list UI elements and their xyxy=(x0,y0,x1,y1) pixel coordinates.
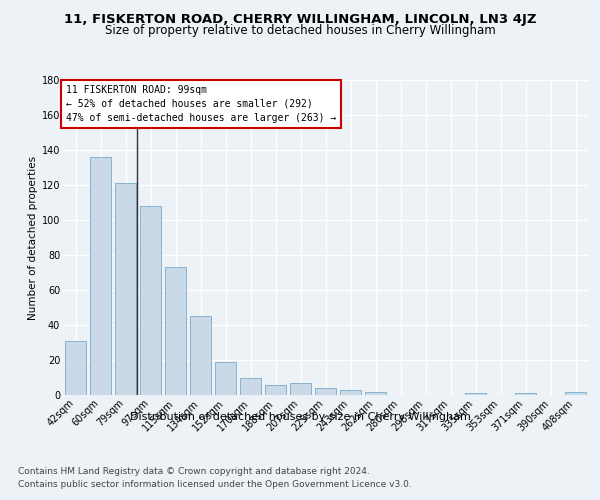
Text: 11, FISKERTON ROAD, CHERRY WILLINGHAM, LINCOLN, LN3 4JZ: 11, FISKERTON ROAD, CHERRY WILLINGHAM, L… xyxy=(64,12,536,26)
Text: Distribution of detached houses by size in Cherry Willingham: Distribution of detached houses by size … xyxy=(130,412,470,422)
Bar xyxy=(515,393,536,395)
Bar xyxy=(265,384,286,395)
Text: Contains public sector information licensed under the Open Government Licence v3: Contains public sector information licen… xyxy=(18,480,412,489)
Bar xyxy=(315,388,336,395)
Bar xyxy=(215,362,236,395)
Bar xyxy=(290,383,311,395)
Text: Contains HM Land Registry data © Crown copyright and database right 2024.: Contains HM Land Registry data © Crown c… xyxy=(18,468,370,476)
Text: Size of property relative to detached houses in Cherry Willingham: Size of property relative to detached ho… xyxy=(104,24,496,37)
Bar xyxy=(240,378,261,395)
Text: 11 FISKERTON ROAD: 99sqm
← 52% of detached houses are smaller (292)
47% of semi-: 11 FISKERTON ROAD: 99sqm ← 52% of detach… xyxy=(65,84,336,122)
Bar xyxy=(90,157,111,395)
Bar xyxy=(190,316,211,395)
Bar xyxy=(340,390,361,395)
Y-axis label: Number of detached properties: Number of detached properties xyxy=(28,156,38,320)
Bar xyxy=(565,392,586,395)
Bar xyxy=(365,392,386,395)
Bar xyxy=(165,267,186,395)
Bar xyxy=(115,183,136,395)
Bar xyxy=(465,393,486,395)
Bar xyxy=(140,206,161,395)
Bar xyxy=(65,341,86,395)
